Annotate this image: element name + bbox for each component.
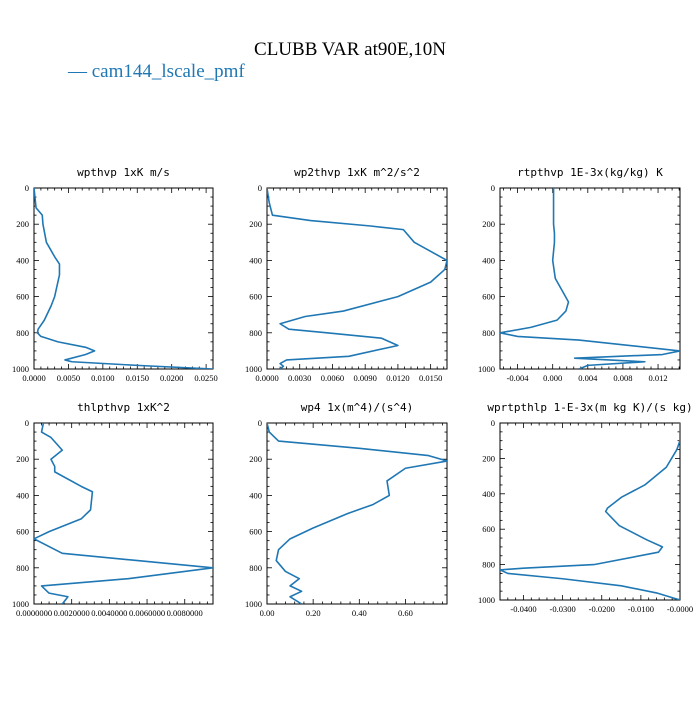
y-tick-label: 600	[249, 527, 262, 537]
x-tick-label: 0.0040000	[91, 608, 127, 618]
x-tick-label: 0.0200	[160, 373, 183, 383]
x-tick-label: -0.0100	[628, 604, 654, 614]
x-tick-label: 0.60	[398, 608, 413, 618]
y-tick-label: 800	[249, 328, 262, 338]
x-tick-label: -0.004	[507, 373, 530, 383]
x-tick-label: -0.0200	[589, 604, 615, 614]
series-line	[267, 188, 447, 369]
x-tick-label: 0.012	[648, 373, 667, 383]
y-tick-label: 400	[482, 489, 495, 499]
y-tick-label: 200	[16, 454, 29, 464]
y-tick-label: 1000	[12, 364, 29, 374]
y-tick-label: 200	[482, 453, 495, 463]
x-tick-label: 0.0030	[288, 373, 311, 383]
series-line	[34, 423, 213, 604]
y-tick-label: 1000	[245, 599, 262, 609]
plot-frame	[499, 422, 681, 601]
y-tick-label: 800	[482, 560, 495, 570]
y-tick-label: 1000	[478, 595, 495, 605]
x-tick-label: 0.004	[578, 373, 598, 383]
x-tick-label: 0.0090	[353, 373, 376, 383]
x-tick-label: 0.20	[306, 608, 321, 618]
panel-title: wp4 1x(m^4)/(s^4)	[301, 401, 414, 414]
y-tick-label: 0	[25, 183, 29, 193]
x-tick-label: 0.0120	[386, 373, 409, 383]
x-tick-label: 0.0150	[419, 373, 442, 383]
x-tick-label: 0.0150	[126, 373, 149, 383]
y-tick-label: 200	[482, 219, 495, 229]
y-tick-label: 800	[16, 563, 29, 573]
panel-title: rtpthvp 1E-3x(kg/kg) K	[517, 166, 663, 179]
panel-6: wprtpthlp 1-E-3x(m kg K)/(s kg) 0 200 400 60…	[478, 401, 693, 614]
legend-entry: — cam144_lscale_pmf	[67, 61, 245, 82]
x-tick-label: 0.0060	[321, 373, 344, 383]
x-tick-label: -0.0400	[510, 604, 536, 614]
y-tick-label: 1000	[245, 364, 262, 374]
y-tick-label: 0	[25, 418, 29, 428]
panel-title: wp2thvp 1xK m^2/s^2	[294, 166, 420, 179]
y-tick-label: 800	[482, 328, 495, 338]
y-tick-label: 1000	[478, 364, 495, 374]
y-tick-label: 400	[249, 490, 262, 500]
y-tick-label: 600	[482, 524, 495, 534]
y-tick-label: 400	[249, 255, 262, 265]
x-tick-label: 0.0000	[255, 373, 278, 383]
x-tick-label: 0.0100	[91, 373, 114, 383]
y-tick-label: 800	[16, 328, 29, 338]
panel-title: thlpthvp 1xK^2	[77, 401, 170, 414]
y-tick-label: 600	[482, 292, 495, 302]
x-tick-label: 0.0060000	[129, 608, 165, 618]
panel-title: wpthvp 1xK m/s	[77, 166, 170, 179]
y-tick-label: 600	[16, 292, 29, 302]
y-tick-label: 600	[249, 292, 262, 302]
y-tick-label: 600	[16, 527, 29, 537]
x-tick-label: 0.00	[260, 608, 275, 618]
y-tick-label: 400	[16, 255, 29, 265]
panel-4: thlpthvp 1xK^2 0 200 400 600 800 10000.0000000…	[12, 401, 214, 618]
x-tick-label: 0.0000	[22, 373, 45, 383]
y-tick-label: 200	[16, 219, 29, 229]
x-tick-label: 0.008	[613, 373, 632, 383]
x-tick-label: 0.000	[543, 373, 562, 383]
panel-3: rtpthvp 1E-3x(kg/kg) K 0 200 400 600 800 1000 -…	[478, 166, 681, 383]
legend: — cam144_lscale_pmf	[67, 61, 245, 82]
y-tick-label: 0	[491, 418, 495, 428]
y-tick-label: 1000	[12, 599, 29, 609]
plot-frame	[33, 422, 214, 605]
y-tick-label: 200	[249, 219, 262, 229]
plot-frame	[266, 187, 448, 370]
y-tick-label: 0	[491, 183, 495, 193]
y-tick-label: 0	[258, 183, 262, 193]
x-tick-label: 0.0000000	[16, 608, 52, 618]
series-line	[267, 423, 447, 604]
figure-title: CLUBB VAR at90E,10N	[254, 39, 446, 60]
x-tick-label: -0.0300	[549, 604, 575, 614]
x-tick-label: -0.0000	[667, 604, 693, 614]
y-tick-label: 200	[249, 454, 262, 464]
x-tick-label: 0.0050	[57, 373, 80, 383]
plot-frame	[266, 422, 448, 605]
panel-2: wp2thvp 1xK m^2/s^2020040060080010000.00…	[245, 166, 448, 383]
series-line	[500, 188, 680, 369]
x-tick-label: 0.0250	[194, 373, 217, 383]
x-tick-label: 0.40	[352, 608, 367, 618]
series-line	[34, 188, 213, 369]
y-tick-label: 400	[16, 490, 29, 500]
panel-title: wprtpthlp 1-E-3x(m kg K)/(s kg)	[487, 401, 692, 414]
x-tick-label: 0.0080000	[167, 608, 203, 618]
series-line	[500, 423, 680, 600]
y-tick-label: 0	[258, 418, 262, 428]
x-tick-label: 0.0020000	[54, 608, 90, 618]
y-tick-label: 400	[482, 255, 495, 265]
y-tick-label: 800	[249, 563, 262, 573]
